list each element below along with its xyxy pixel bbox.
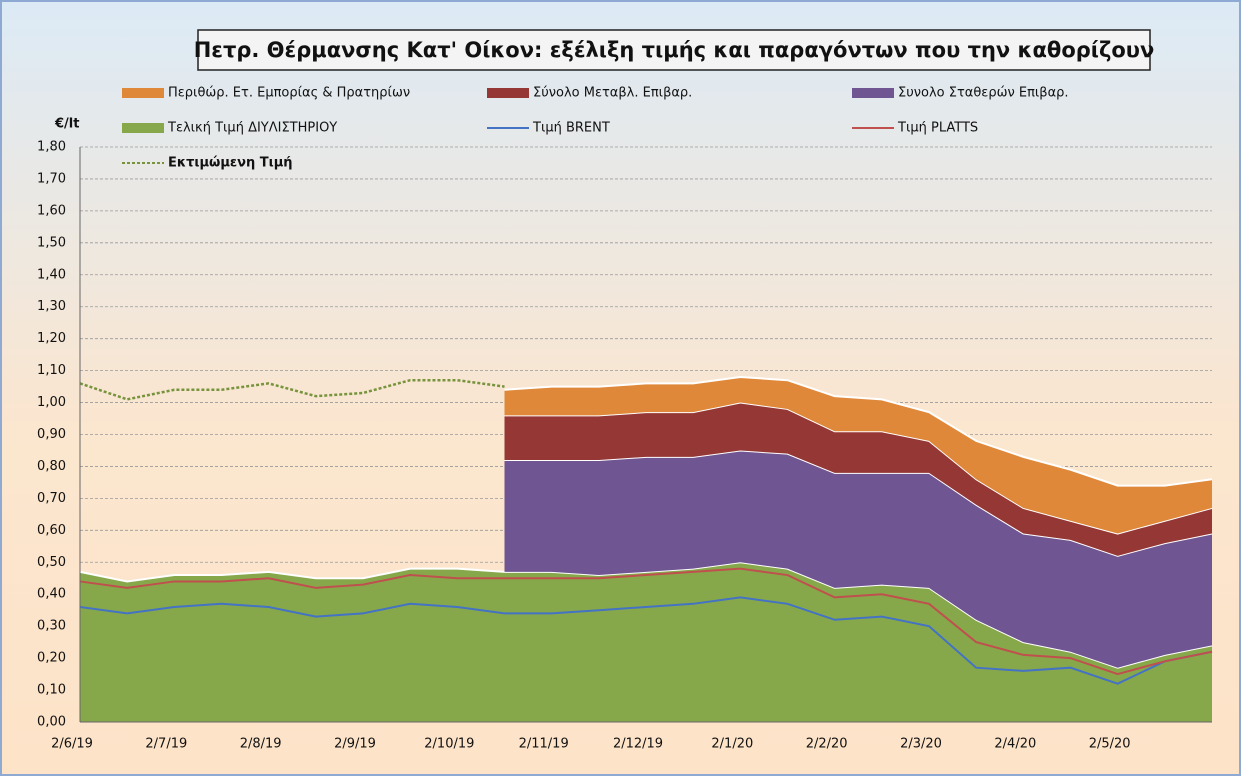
legend-label: Σύνολο Μεταβλ. Επιβαρ. bbox=[533, 86, 692, 101]
x-tick-label: 2/10/19 bbox=[424, 737, 474, 752]
area bbox=[504, 402, 1212, 556]
x-tick-label: 2/11/19 bbox=[519, 737, 569, 752]
y-tick-label: 1,70 bbox=[37, 171, 66, 186]
line bbox=[79, 378, 505, 401]
y-tick-label: 0,60 bbox=[37, 523, 66, 538]
legend-swatch bbox=[122, 123, 164, 133]
x-tick-label: 2/6/19 bbox=[51, 737, 93, 752]
y-tick-label: 0,90 bbox=[37, 427, 66, 442]
legend-label: Συνολο Σταθερών Επιβαρ. bbox=[898, 86, 1069, 101]
legend-label: Τιμή PLATTS bbox=[897, 121, 978, 136]
y-tick-label: 1,00 bbox=[37, 395, 66, 410]
y-tick-label: 0,80 bbox=[37, 459, 66, 474]
area bbox=[504, 377, 1212, 534]
x-tick-label: 2/1/20 bbox=[711, 737, 753, 752]
legend-label: Τελική Τιμή ΔΙΥΛΙΣΤΗΡΙΟΥ bbox=[167, 121, 337, 136]
x-tick-label: 2/4/20 bbox=[994, 737, 1036, 752]
legend-label: Εκτιμώμενη Τιμή bbox=[168, 156, 293, 171]
y-tick-label: 1,10 bbox=[37, 363, 66, 378]
y-tick-label: 0,50 bbox=[37, 555, 66, 570]
area bbox=[504, 450, 1212, 668]
x-tick-label: 2/2/20 bbox=[806, 737, 848, 752]
x-tick-label: 2/3/20 bbox=[900, 737, 942, 752]
y-tick-label: 0,30 bbox=[37, 619, 66, 634]
line bbox=[79, 596, 1213, 685]
y-tick-label: 0,00 bbox=[37, 715, 66, 730]
x-tick-label: 2/7/19 bbox=[145, 737, 187, 752]
y-tick-label: 1,80 bbox=[37, 140, 66, 155]
x-tick-label: 2/9/19 bbox=[334, 737, 376, 752]
y-axis-label: €/lt bbox=[54, 117, 79, 132]
line bbox=[79, 567, 1213, 676]
legend-swatch bbox=[122, 88, 164, 98]
x-tick-label: 2/8/19 bbox=[240, 737, 282, 752]
area-edge bbox=[504, 375, 1213, 487]
x-tick-label: 2/5/20 bbox=[1089, 737, 1131, 752]
legend-swatch bbox=[487, 88, 529, 98]
area bbox=[80, 562, 1212, 722]
y-tick-label: 0,10 bbox=[37, 683, 66, 698]
legend-label: Τιμή BRENT bbox=[532, 121, 610, 136]
y-tick-label: 1,60 bbox=[37, 203, 66, 218]
y-tick-label: 0,40 bbox=[37, 587, 66, 602]
y-tick-label: 0,70 bbox=[37, 491, 66, 506]
y-tick-label: 1,40 bbox=[37, 267, 66, 282]
y-tick-label: 1,50 bbox=[37, 235, 66, 250]
y-tick-label: 1,30 bbox=[37, 299, 66, 314]
title-box bbox=[197, 29, 1151, 71]
y-tick-label: 1,20 bbox=[37, 331, 66, 346]
legend-label: Περιθώρ. Ετ. Εμπορίας & Πρατηρίων bbox=[168, 86, 410, 101]
legend-swatch bbox=[852, 88, 894, 98]
y-tick-label: 0,20 bbox=[37, 651, 66, 666]
x-tick-label: 2/12/19 bbox=[613, 737, 663, 752]
chart-title: Πετρ. Θέρμανσης Κατ' Οίκον: εξέλιξη τιμή… bbox=[194, 38, 1155, 62]
